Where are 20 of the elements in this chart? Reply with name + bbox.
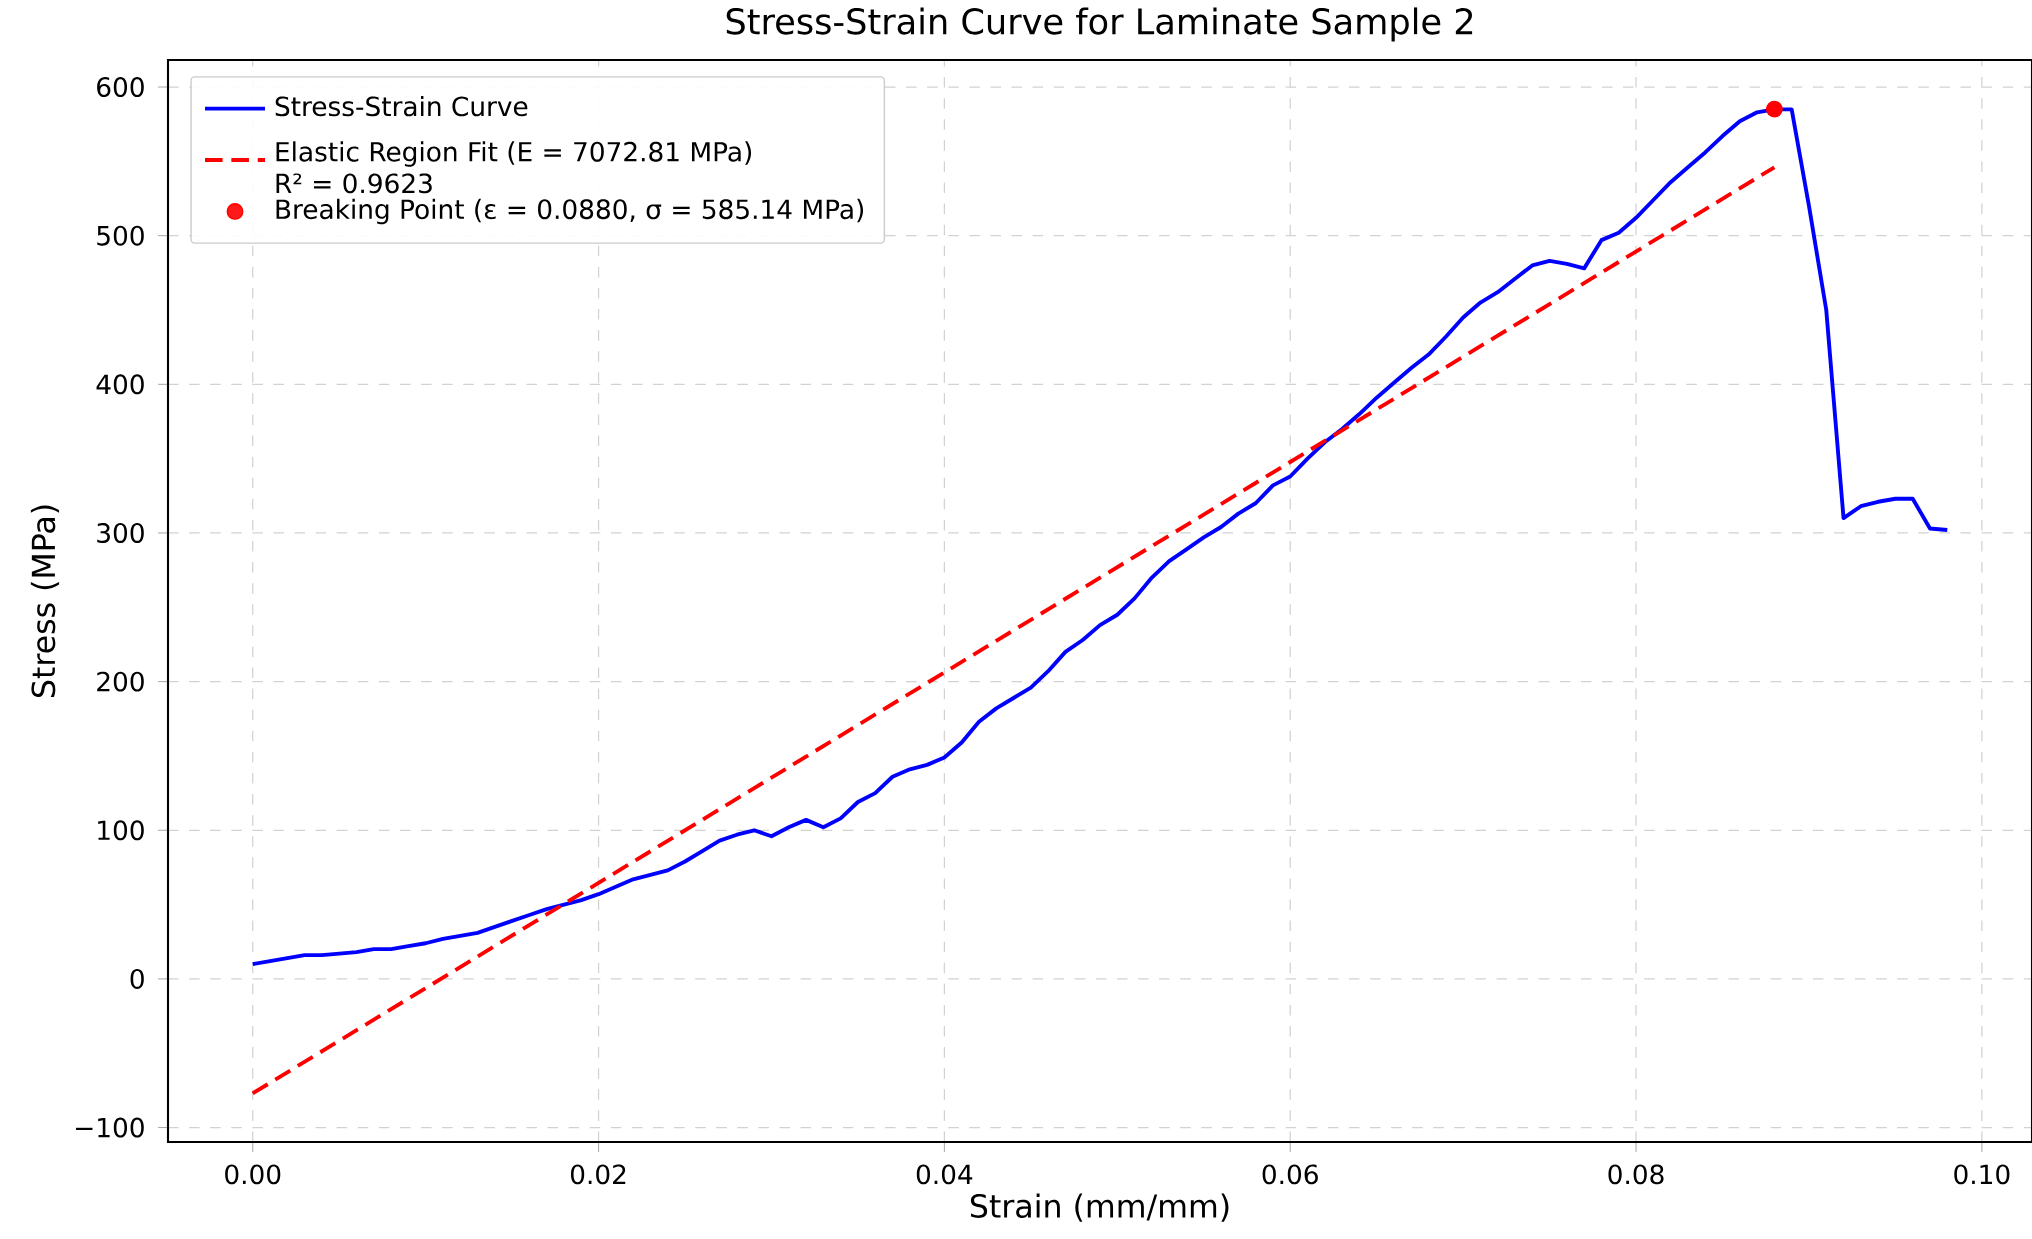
legend-label: Elastic Region Fit (E = 7072.81 MPa) R² = 0.9623: [276, 141, 752, 194]
legend-label: Breaking Point (ε = 0.0880, σ = 585.14 MPa): [276, 198, 864, 225]
y-tick-label: 100: [98, 820, 144, 841]
x-tick-label: 0.00: [225, 1164, 281, 1185]
y-tick-label: −100: [76, 1117, 144, 1138]
x-tick-label: 0.10: [1954, 1164, 2010, 1185]
x-tick-label: 0.02: [570, 1164, 626, 1185]
y-tick-label: 400: [96, 374, 144, 395]
y-tick-label: 200: [97, 671, 144, 692]
y-tick-label: 500: [97, 225, 144, 246]
chart-title: Stress-Strain Curve for Laminate Sample 2: [726, 7, 1473, 42]
x-tick-label: 0.08: [1608, 1164, 1664, 1185]
legend-label: Stress-Strain Curve: [275, 95, 528, 117]
y-tick-label: 300: [97, 523, 144, 543]
y-axis-title: Stress (MPa): [30, 505, 60, 698]
x-axis-title: Strain (mm/mm): [970, 1193, 1229, 1222]
x-tick-label: 0.06: [1262, 1164, 1318, 1185]
y-tick-label: 0: [130, 968, 144, 989]
x-tick-label: 0.04: [916, 1164, 973, 1185]
y-tick-label: 600: [97, 77, 144, 98]
